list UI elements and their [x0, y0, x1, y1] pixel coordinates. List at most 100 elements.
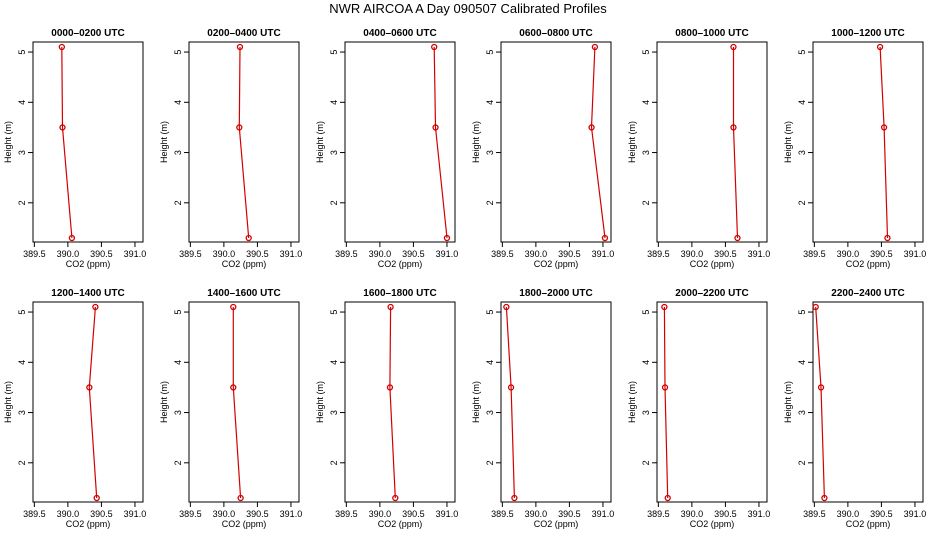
- data-point: [661, 303, 668, 311]
- data-point: [507, 384, 515, 391]
- panel-title: 1600–1800 UTC: [363, 288, 436, 299]
- x-tick-label: 390.0: [369, 249, 392, 259]
- panel-title: 2200–2400 UTC: [831, 288, 904, 299]
- series-line: [389, 306, 396, 499]
- y-tick-label: 2: [329, 200, 339, 205]
- plot-frame: [500, 41, 612, 243]
- x-tick-label: 390.0: [369, 509, 392, 519]
- y-tick-label: 2: [173, 200, 183, 205]
- x-tick-label: 390.0: [837, 249, 860, 259]
- series-line: [238, 46, 250, 239]
- data-point: [884, 234, 891, 242]
- plot-frame: [812, 41, 924, 243]
- x-tick-label: 390.0: [57, 509, 80, 519]
- y-tick-label: 2: [17, 200, 27, 205]
- series-line: [433, 46, 448, 239]
- y-tick-label: 4: [797, 100, 807, 105]
- data-point: [86, 384, 93, 391]
- panel-9: 1600–1800 UTC 389.5 390.0 390.5 391.0 CO2 (pp…: [315, 288, 458, 529]
- y-tick-label: 5: [173, 50, 183, 55]
- y-tick-label: 5: [329, 310, 339, 315]
- y-axis-label: Height (m): [627, 121, 637, 163]
- y-axis-label: Height (m): [627, 381, 637, 423]
- data-point: [245, 234, 252, 242]
- plot-frame: [32, 41, 144, 243]
- y-tick-label: 3: [641, 410, 651, 415]
- y-tick-label: 5: [17, 50, 27, 55]
- y-tick-label: 2: [329, 460, 339, 465]
- panel-title: 0200–0400 UTC: [207, 28, 280, 39]
- data-point: [230, 303, 237, 311]
- panel-title: 0600–0800 UTC: [519, 28, 592, 39]
- panel-title: 0400–0600 UTC: [363, 28, 436, 39]
- series-line: [232, 307, 242, 499]
- data-point: [432, 124, 439, 131]
- series-line: [879, 46, 889, 239]
- data-point: [817, 384, 825, 391]
- y-tick-label: 5: [641, 50, 651, 55]
- x-tick-label: 391.0: [748, 249, 771, 259]
- y-tick-label: 4: [17, 360, 27, 365]
- x-tick-label: 390.0: [681, 249, 704, 259]
- plot-frame: [812, 301, 924, 503]
- data-point: [664, 494, 671, 502]
- y-tick-label: 2: [641, 460, 651, 465]
- x-tick-label: 390.5: [246, 249, 269, 259]
- y-axis-label: Height (m): [315, 381, 325, 423]
- y-tick-label: 5: [173, 310, 183, 315]
- y-tick-label: 4: [485, 100, 495, 105]
- y-tick-label: 5: [485, 310, 495, 315]
- panel-3: 0400–0600 UTC 389.5 390.0 390.5 391.0 CO2 (pp…: [315, 28, 458, 269]
- y-tick-label: 4: [641, 100, 651, 105]
- x-tick-label: 391.0: [124, 509, 147, 519]
- plot-frame: [188, 301, 300, 503]
- x-tick-label: 391.0: [280, 509, 303, 519]
- y-tick-label: 3: [173, 410, 183, 415]
- figure-title: NWR AIRCOA A Day 090507 Calibrated Profi…: [329, 1, 607, 16]
- y-axis-label: Height (m): [159, 121, 169, 163]
- y-tick-label: 4: [173, 360, 183, 365]
- x-tick-label: 390.0: [837, 509, 860, 519]
- series-line: [88, 306, 98, 499]
- data-point: [236, 43, 244, 51]
- y-tick-label: 4: [485, 360, 495, 365]
- series-line: [663, 306, 669, 499]
- panel-12: 2200–2400 UTC 389.5 390.0 390.5 391.0 CO2 (pp…: [783, 288, 926, 529]
- y-tick-label: 4: [797, 360, 807, 365]
- y-tick-label: 2: [173, 460, 183, 465]
- x-axis-label: CO2 (ppm): [222, 519, 267, 529]
- data-point: [237, 494, 244, 502]
- panel-title: 0800–1000 UTC: [675, 28, 748, 39]
- y-tick-label: 4: [17, 100, 27, 105]
- data-point: [821, 494, 828, 502]
- data-point: [503, 303, 510, 311]
- series-line: [590, 46, 606, 239]
- data-point: [387, 303, 394, 311]
- data-point: [812, 303, 819, 311]
- x-axis-label: CO2 (ppm): [534, 519, 579, 529]
- x-tick-label: 390.0: [213, 249, 236, 259]
- x-tick-label: 391.0: [904, 249, 927, 259]
- x-axis-label: CO2 (ppm): [378, 519, 423, 529]
- y-tick-label: 5: [17, 310, 27, 315]
- panel-1: 0000–0200 UTC 389.5 390.0 390.5 391.0 CO2 (pp…: [3, 28, 146, 269]
- y-axis-label: Height (m): [3, 121, 13, 163]
- panel-title: 2000–2200 UTC: [675, 288, 748, 299]
- plot-frame: [344, 301, 456, 503]
- x-tick-label: 391.0: [748, 509, 771, 519]
- x-axis-label: CO2 (ppm): [846, 519, 891, 529]
- y-axis-label: Height (m): [783, 121, 793, 163]
- x-tick-label: 391.0: [592, 509, 615, 519]
- y-tick-label: 2: [797, 200, 807, 205]
- y-axis-label: Height (m): [471, 121, 481, 163]
- x-axis-label: CO2 (ppm): [846, 259, 891, 269]
- x-tick-label: 390.5: [90, 249, 113, 259]
- y-tick-label: 3: [329, 150, 339, 155]
- data-point: [730, 43, 737, 51]
- y-tick-label: 3: [173, 150, 183, 155]
- series-line: [732, 47, 739, 239]
- y-tick-label: 4: [329, 360, 339, 365]
- y-tick-label: 4: [329, 100, 339, 105]
- panel-title: 0000–0200 UTC: [51, 28, 124, 39]
- x-tick-label: 390.5: [402, 249, 425, 259]
